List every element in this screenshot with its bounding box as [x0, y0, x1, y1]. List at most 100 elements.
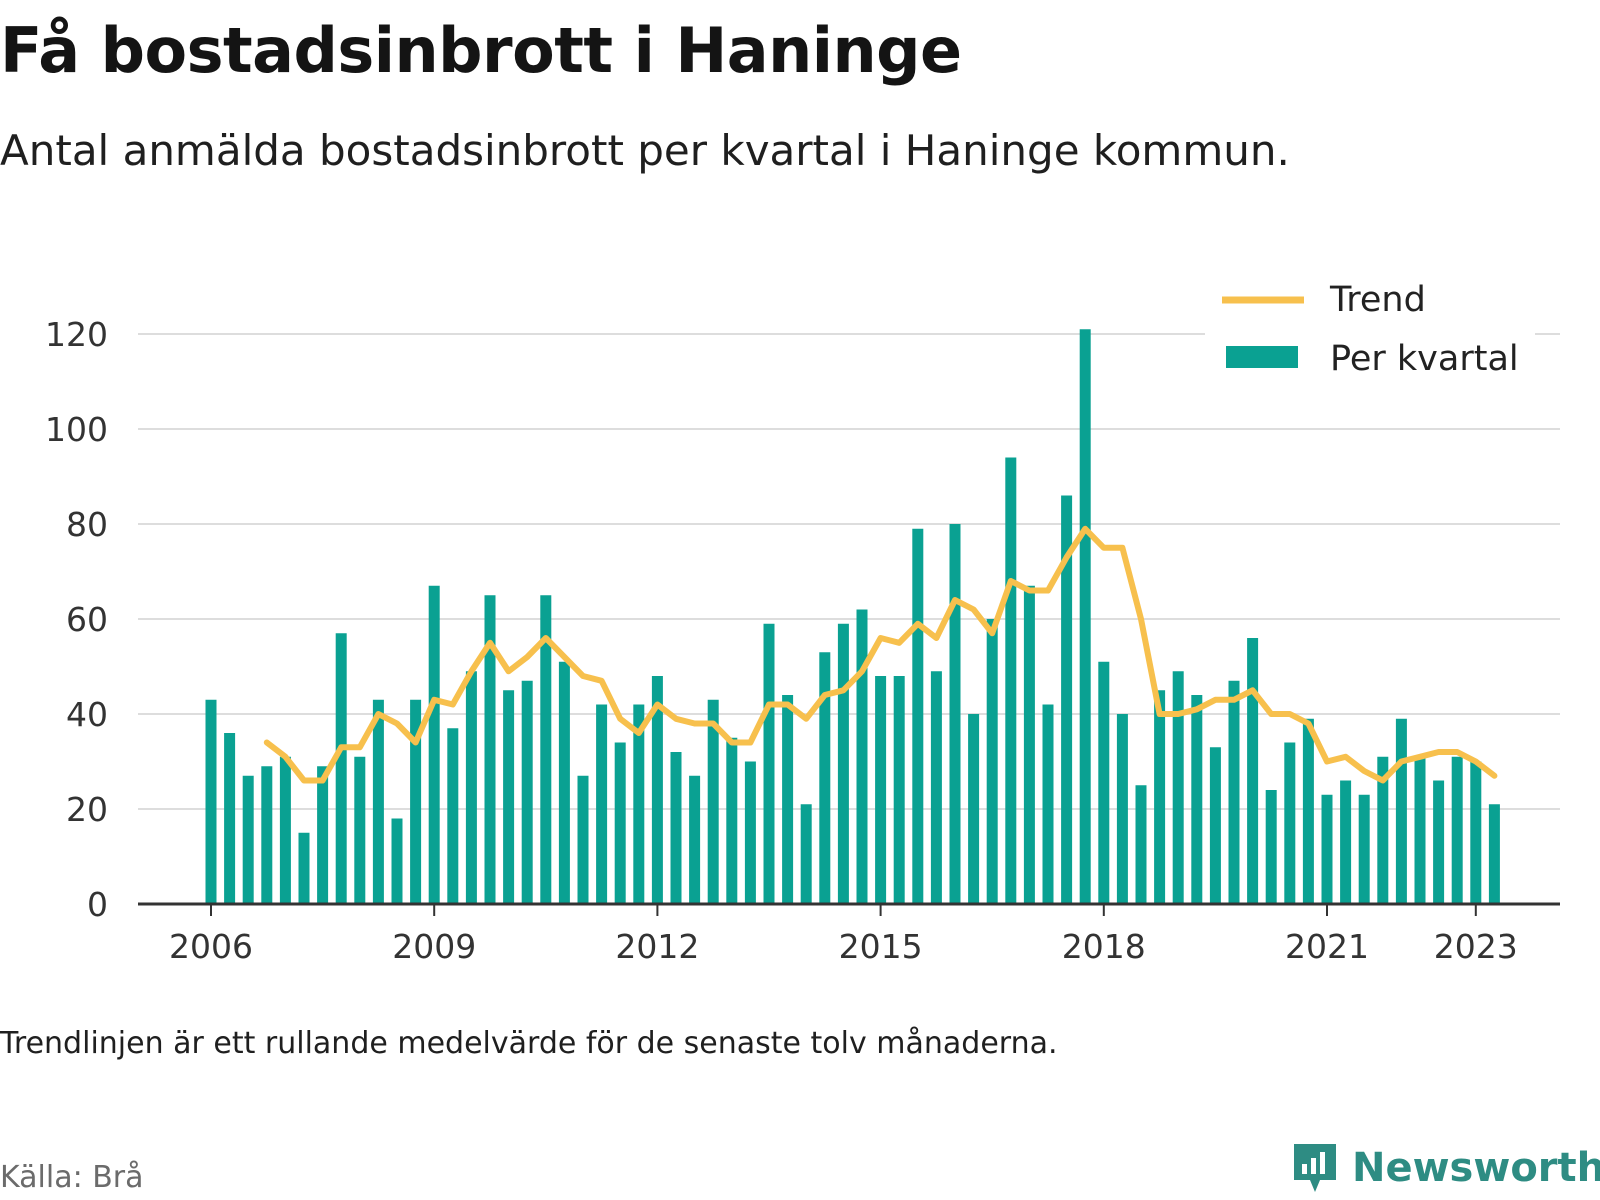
chart-title: Få bostadsinbrott i Haninge — [0, 14, 962, 87]
bar — [1377, 756, 1389, 904]
bar — [1358, 794, 1370, 904]
bar — [1023, 585, 1035, 904]
bars — [205, 329, 1500, 904]
bar — [1414, 756, 1426, 904]
bar — [428, 585, 440, 904]
y-tick-label: 100 — [45, 410, 108, 449]
bar — [968, 714, 980, 904]
chart-subtitle: Antal anmälda bostadsinbrott per kvartal… — [0, 126, 1290, 175]
bar — [261, 766, 273, 904]
source-label: Källa: Brå — [0, 1160, 144, 1195]
bar — [763, 623, 775, 904]
bar — [949, 524, 961, 904]
bar — [298, 832, 310, 904]
trend-line — [263, 525, 1498, 784]
bar — [875, 676, 887, 904]
bar — [819, 652, 831, 904]
footnote: Trendlinjen är ett rullande medelvärde f… — [0, 1026, 1058, 1061]
bar — [372, 699, 384, 904]
bar — [614, 742, 626, 904]
bar — [1284, 742, 1296, 904]
bar — [1247, 638, 1259, 904]
bar — [521, 680, 533, 904]
bar — [1061, 495, 1073, 904]
y-tick-label: 120 — [45, 315, 108, 354]
bar — [689, 775, 701, 904]
bar — [1116, 714, 1128, 904]
bar — [1191, 695, 1203, 904]
newsworthy-logo-icon — [1294, 1144, 1336, 1192]
bar — [1470, 761, 1482, 904]
bar — [1488, 804, 1500, 904]
bar — [1395, 718, 1407, 904]
bar — [1340, 780, 1352, 904]
bar — [837, 623, 849, 904]
bar — [986, 619, 998, 904]
bar — [1321, 794, 1333, 904]
y-tick-label: 0 — [87, 885, 108, 924]
y-tick-label: 60 — [66, 600, 108, 639]
legend-bar-label: Per kvartal — [1330, 339, 1519, 379]
bar — [465, 671, 477, 904]
chart: 0 20 40 60 80 100 120 2006 2009 2012 2015 2018 2021 2… — [45, 268, 1560, 966]
bar — [596, 704, 608, 904]
legend: Trend Per kvartal — [1205, 268, 1535, 380]
bar — [670, 752, 682, 904]
bar — [577, 775, 589, 904]
bar — [782, 695, 794, 904]
bar — [391, 818, 403, 904]
bar — [410, 699, 422, 904]
bar — [930, 671, 942, 904]
bar — [317, 766, 329, 904]
bar — [279, 756, 291, 904]
bar — [335, 633, 347, 904]
bar — [1265, 790, 1277, 904]
bar — [558, 661, 570, 904]
x-tick-label: 2021 — [1285, 927, 1369, 966]
bar — [707, 699, 719, 904]
bar — [1209, 747, 1221, 904]
bar — [1302, 718, 1314, 904]
bar — [856, 609, 868, 904]
x-tick-label: 2015 — [839, 927, 923, 966]
legend-bar-swatch — [1226, 346, 1298, 368]
legend-trend-label: Trend — [1329, 280, 1426, 320]
x-tick-label: 2023 — [1434, 927, 1518, 966]
bar — [800, 804, 812, 904]
y-tick-label: 20 — [66, 790, 108, 829]
bar — [726, 737, 738, 904]
y-tick-label: 40 — [66, 695, 108, 734]
bar — [1098, 661, 1110, 904]
bar — [893, 676, 905, 904]
x-tick-label: 2012 — [615, 927, 699, 966]
bar — [447, 728, 459, 904]
bar — [1172, 671, 1184, 904]
x-tick-label: 2018 — [1062, 927, 1146, 966]
bar — [1228, 680, 1240, 904]
bar — [1079, 329, 1091, 904]
bar — [1451, 756, 1463, 904]
bar — [205, 699, 217, 904]
bar — [633, 704, 645, 904]
trend-layer — [263, 525, 1498, 784]
bar — [1135, 785, 1147, 904]
axes: 0 20 40 60 80 100 120 2006 2009 2012 2015 2018 2021 2… — [45, 315, 1560, 966]
bar — [1042, 704, 1054, 904]
bar — [1433, 780, 1445, 904]
bar — [744, 761, 756, 904]
bar — [540, 595, 552, 904]
bar — [912, 528, 924, 904]
bar — [354, 756, 366, 904]
bar — [651, 676, 663, 904]
bar — [242, 775, 254, 904]
bar — [503, 690, 515, 904]
bar — [484, 595, 496, 904]
y-tick-label: 80 — [66, 505, 108, 544]
bar — [224, 733, 236, 904]
x-tick-label: 2009 — [392, 927, 476, 966]
x-tick-label: 2006 — [169, 927, 253, 966]
gridlines — [138, 333, 1560, 810]
brand-logo: Newsworthy — [1290, 1140, 1600, 1196]
bar — [1005, 457, 1017, 904]
bar — [1154, 690, 1166, 904]
